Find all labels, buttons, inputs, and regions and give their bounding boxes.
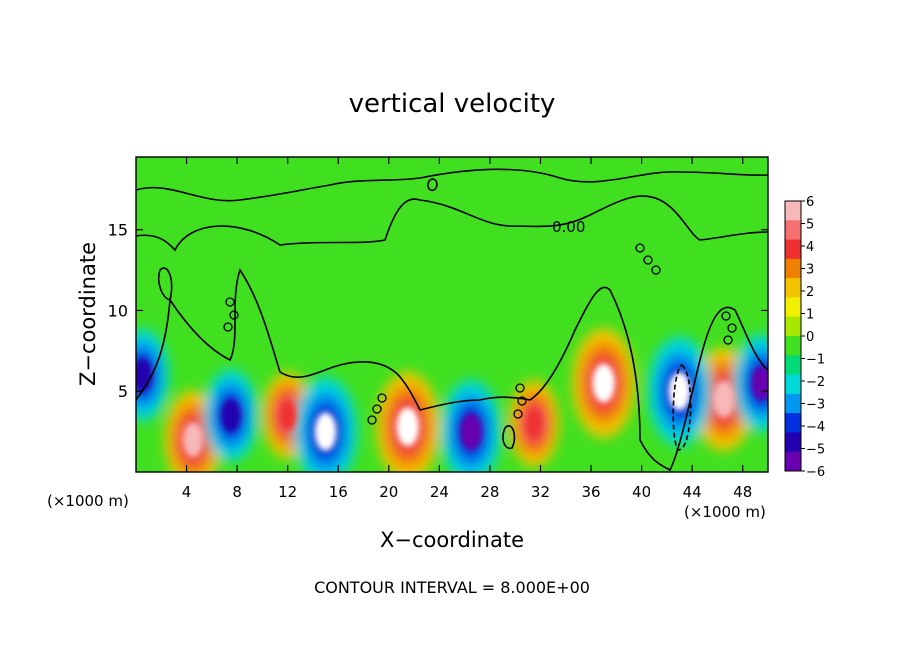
contour-dots xyxy=(223,243,737,425)
colorbar-tick-label: −5 xyxy=(806,443,825,458)
x-tick-label: 44 xyxy=(683,483,702,501)
x-tick-label: 36 xyxy=(581,483,600,501)
contour-dot xyxy=(517,396,527,406)
colorbar-segment xyxy=(785,432,801,453)
updraft-core xyxy=(183,422,203,457)
contour-label: 0.00 xyxy=(552,218,585,236)
colorbar-tick-label: −3 xyxy=(806,398,825,413)
y-axis-ticks: 5 10 15 xyxy=(108,221,768,401)
velocity-field xyxy=(136,157,768,472)
colorbar-segment xyxy=(785,393,801,414)
contour-dot xyxy=(513,409,523,419)
colorbar-segment xyxy=(785,355,801,376)
x-unit-left: (×1000 m) xyxy=(47,492,129,510)
downdraft-core xyxy=(314,412,337,451)
x-tick-label: 28 xyxy=(480,483,499,501)
contour-dot xyxy=(635,243,645,253)
contour-dot xyxy=(229,310,239,320)
zero-contour-small-2 xyxy=(157,267,173,301)
x-tick-label: 32 xyxy=(531,483,550,501)
colorbar-tick-label: 3 xyxy=(806,263,814,278)
contour-dot xyxy=(377,393,387,403)
colorbar-tick-label: −6 xyxy=(806,465,825,480)
x-unit-right: (×1000 m) xyxy=(684,503,766,521)
colorbar: 6 5 4 3 2 1 0 −1 −2 −3 −4 −5 −6 xyxy=(784,195,825,480)
updraft-core xyxy=(713,381,734,418)
colorbar-tick-label: 4 xyxy=(806,240,814,255)
zero-contour-small-3 xyxy=(502,425,516,450)
x-axis-ticks: 4 8 12 16 20 24 28 32 36 40 44 48 xyxy=(182,157,752,501)
zero-contour-lower xyxy=(136,268,768,472)
colorbar-tick-label: 2 xyxy=(806,285,814,300)
colorbar-tick-label: 6 xyxy=(806,195,814,210)
colorbar-tick-label: −1 xyxy=(806,353,825,368)
x-tick-label: 24 xyxy=(430,483,449,501)
colorbar-tick-label: 0 xyxy=(806,330,814,345)
y-tick-label: 15 xyxy=(108,221,128,240)
downdraft-core xyxy=(221,399,240,432)
colorbar-segment xyxy=(785,201,801,221)
colorbar-segment xyxy=(785,451,801,472)
zero-contour-middle xyxy=(136,195,768,252)
x-tick-label: 40 xyxy=(632,483,651,501)
colorbar-tick-label: 5 xyxy=(806,218,814,233)
colorbar-tick-label: −2 xyxy=(806,375,825,390)
y-tick-label: 10 xyxy=(108,301,128,320)
contour-dot xyxy=(643,255,653,265)
contour-dot xyxy=(225,297,235,307)
y-axis-label: Z−coordinate xyxy=(76,242,100,386)
contour-dot xyxy=(223,322,233,332)
colorbar-segment xyxy=(785,220,801,241)
updraft-core xyxy=(592,363,615,403)
chart-title: vertical velocity xyxy=(349,89,556,119)
contour-dot xyxy=(727,323,737,333)
updraft-core xyxy=(279,400,297,431)
x-axis-label: X−coordinate xyxy=(380,528,524,552)
updraft-core xyxy=(525,408,543,439)
colorbar-segment xyxy=(785,239,801,260)
x-tick-label: 20 xyxy=(379,483,398,501)
x-tick-label: 16 xyxy=(329,483,348,501)
colorbar-segment xyxy=(785,336,801,356)
colorbar-segment xyxy=(785,278,801,298)
colorbar-segment xyxy=(785,258,801,279)
colorbar-segment xyxy=(785,374,801,395)
contour-dot xyxy=(721,311,731,321)
colorbar-segment xyxy=(785,316,801,337)
zero-contour-small-1 xyxy=(427,178,438,192)
contour-dot xyxy=(651,265,661,275)
zero-contour-upper xyxy=(136,168,768,202)
x-tick-label: 12 xyxy=(278,483,297,501)
contour-dot xyxy=(723,335,733,345)
x-tick-label: 4 xyxy=(182,483,192,501)
x-tick-label: 8 xyxy=(232,483,242,501)
colorbar-tick-label: −4 xyxy=(806,420,825,435)
downdraft-core xyxy=(460,413,482,450)
updraft-core xyxy=(396,407,419,446)
zero-contours xyxy=(136,168,768,472)
colorbar-segment xyxy=(785,413,801,433)
contour-dot xyxy=(515,383,525,393)
downdraft-core xyxy=(668,372,691,411)
x-tick-label: 48 xyxy=(733,483,752,501)
contour-interval-note: CONTOUR INTERVAL = 8.000E+00 xyxy=(314,578,590,597)
contour-dot xyxy=(367,415,377,425)
colorbar-segment xyxy=(785,297,801,318)
y-tick-label: 5 xyxy=(118,382,128,401)
contour-dot xyxy=(372,404,382,414)
colorbar-tick-label: 1 xyxy=(806,308,814,323)
plot-frame xyxy=(135,156,769,473)
zero-contour-white-core xyxy=(672,364,692,451)
